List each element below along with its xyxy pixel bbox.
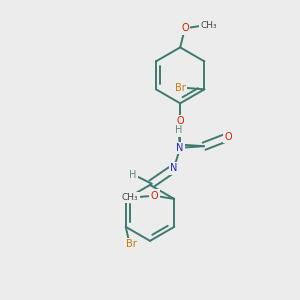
- Text: H: H: [130, 170, 137, 180]
- Text: Br: Br: [126, 239, 137, 249]
- Text: Br: Br: [175, 83, 186, 93]
- Text: O: O: [151, 191, 158, 201]
- Text: CH₃: CH₃: [200, 21, 217, 30]
- Text: O: O: [181, 23, 189, 33]
- Text: CH₃: CH₃: [122, 193, 138, 202]
- Text: O: O: [176, 116, 184, 126]
- Text: N: N: [170, 164, 178, 173]
- Text: O: O: [225, 132, 232, 142]
- Text: N: N: [176, 143, 184, 153]
- Text: H: H: [175, 125, 182, 135]
